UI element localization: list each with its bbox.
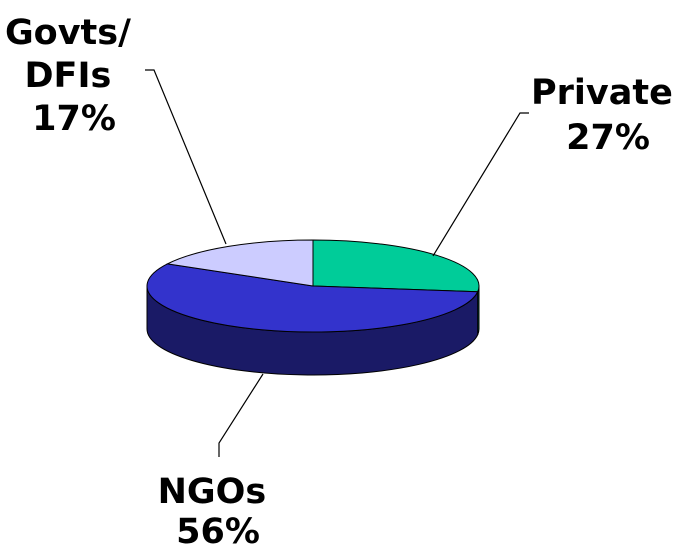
slice-govts-dfis-top — [165, 239, 314, 287]
label-ngos-value: 56% — [176, 512, 260, 550]
label-private: Private 27% — [531, 73, 679, 158]
leader-govts-dfis — [145, 69, 227, 245]
label-private-name: Private — [531, 73, 673, 113]
label-ngos-name: NGOs — [158, 472, 267, 512]
label-ngos: NGOs 56% — [158, 472, 279, 550]
slice-private-top — [312, 239, 480, 293]
slice-ngos-top — [146, 263, 479, 333]
pie-tops — [146, 239, 480, 333]
label-govts-value: 17% — [32, 99, 116, 139]
label-govts-name: Govts/ — [5, 13, 131, 53]
label-govts-dfis: Govts/ DFIs 17% — [5, 13, 143, 139]
label-govts-name-2: DFIs — [24, 56, 111, 96]
leader-private — [432, 112, 529, 257]
leader-ngos — [218, 373, 264, 457]
leader-lines — [145, 69, 529, 457]
label-private-value: 27% — [566, 118, 650, 158]
